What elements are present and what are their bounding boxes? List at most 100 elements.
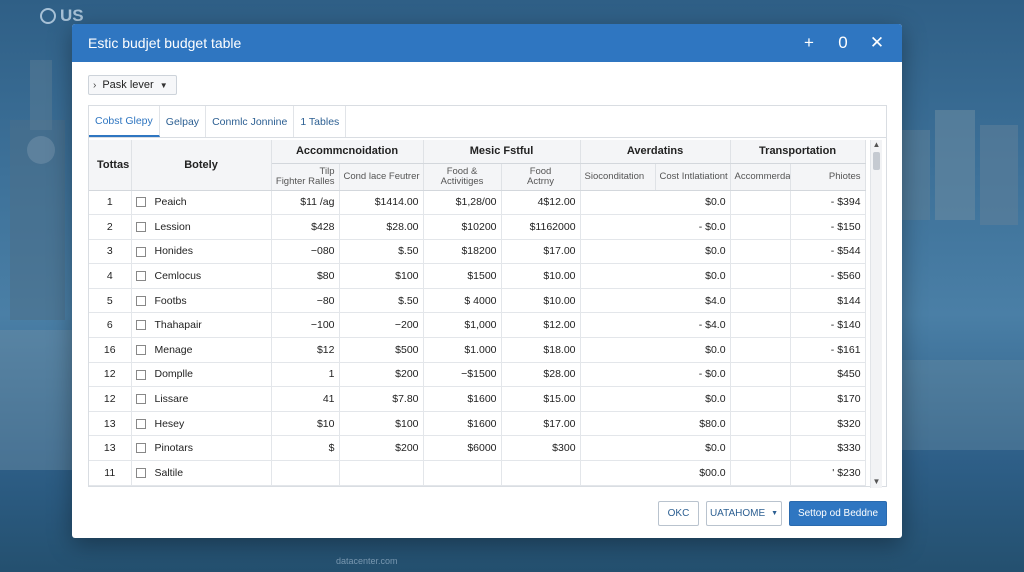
table-row[interactable]: 2 Lession $428 $28.00 $10200 $1162000- $0.0 - … (89, 214, 866, 240)
chevron-right-icon: › (93, 79, 97, 91)
row-name: Peaich (154, 196, 187, 209)
table-row[interactable]: 12 Lissare 41 $7.80 $1600 $15.00 $0.0 $170 (89, 386, 866, 412)
budget-table: Tottas Botely Accommcnoidation Mesic Fst… (89, 140, 866, 486)
cell-c4: $17.00 (501, 411, 581, 437)
cell-c3: $1,28/00 (423, 190, 502, 216)
table-row[interactable]: 4 Cemlocus $80 $100 $1500 $10.00 $0.0 - $560 (89, 263, 866, 289)
cell-c4 (501, 460, 581, 486)
level-dropdown-label: Pask lever (102, 79, 154, 91)
cell-name: Honides (131, 239, 272, 265)
subheader: Cost Intlatiationt (655, 163, 731, 191)
table-row[interactable]: 1 Peaich $11 /ag $1414.00 $1,28/00 4$12.00 $0.… (89, 190, 866, 216)
budget-grid: Tottas Botely Accommcnoidation Mesic Fst… (89, 140, 874, 488)
scroll-up-icon[interactable]: ▲ (872, 140, 881, 149)
cell-c1: −080 (271, 239, 340, 265)
cell-name: Lession (131, 214, 272, 240)
row-name: Lissare (154, 393, 189, 406)
row-checkbox[interactable] (135, 271, 146, 282)
cell-c3: $ 4000 (423, 288, 502, 314)
row-name: Footbs (154, 294, 187, 307)
cell-c6: - $394 (790, 190, 866, 216)
cell-c4: $28.00 (501, 362, 581, 388)
options-dropdown-button[interactable]: UATAHOME ▼ (706, 501, 782, 526)
group-accommodation: Accommcnoidation (271, 140, 424, 164)
setup-budget-button[interactable]: Settop od Beddne (789, 501, 887, 526)
cell-empty (730, 460, 791, 486)
cell-c2: −200 (339, 312, 424, 339)
cell-name: Peaich (131, 190, 272, 216)
table-row[interactable]: 13 Pinotars $ $200 $6000 $300 $0.0 $330 (89, 435, 866, 462)
background-logo-text: US (60, 6, 84, 25)
cell-c5: $0.0 (580, 435, 731, 462)
cell-name: Cemlocus (131, 263, 272, 289)
row-name: Cemlocus (154, 270, 202, 283)
table-row[interactable]: 13 Hesey $10 $100 $1600 $17.00 $80.0 $320 (89, 411, 866, 437)
row-checkbox[interactable] (135, 443, 146, 454)
cell-name: Saltile (131, 460, 272, 486)
row-name: Menage (154, 343, 193, 356)
cell-c5: - $0.0 (580, 362, 731, 388)
cell-c5: - $4.0 (580, 312, 731, 339)
row-checkbox[interactable] (135, 467, 146, 478)
cell-c2: $200 (339, 362, 424, 388)
cell-c1: $10 (271, 411, 340, 437)
group-averdatins: Averdatins (580, 140, 731, 164)
ok-button[interactable]: OKC (658, 501, 699, 526)
row-checkbox[interactable] (135, 418, 146, 429)
row-name: Pinotars (154, 442, 194, 455)
table-row[interactable]: 12 Domplle 1 $200 −$1500 $28.00- $0.0 $450 (89, 362, 866, 388)
minimize-icon[interactable]: 0 (838, 33, 848, 52)
cell-c5: $0.0 (580, 386, 731, 412)
cell-c3: −$1500 (423, 362, 502, 388)
table-row[interactable]: 11 Saltile $00.0 ' $230 (89, 460, 866, 486)
row-checkbox[interactable] (135, 295, 146, 306)
tab-cost-group[interactable]: Cobst Glepy (89, 106, 160, 137)
scroll-down-icon[interactable]: ▼ (872, 477, 881, 486)
cell-c2: $100 (339, 263, 424, 289)
cell-c2: $100 (339, 411, 424, 437)
row-checkbox[interactable] (135, 246, 146, 257)
subheader-text: Tilp Fighter Ralles (275, 165, 335, 187)
cell-empty (730, 190, 791, 216)
row-checkbox[interactable] (135, 394, 146, 405)
cell-c3: $10200 (423, 214, 502, 240)
table-row[interactable]: 5 Footbs −80 $.50 $ 4000 $10.00 $4.0 $144 (89, 288, 866, 314)
table-row[interactable]: 3 Honides −080 $.50 $18200 $17.00 $0.0 - $544 (89, 239, 866, 265)
cell-idx: 16 (89, 337, 132, 363)
tab-conmlc-jonnine[interactable]: Conmlc Jonnine (206, 106, 295, 137)
cell-c3: $1,000 (423, 312, 502, 339)
subheader: Phiotes (790, 163, 866, 191)
cell-c3: $6000 (423, 435, 502, 462)
row-name: Saltile (154, 466, 184, 479)
group-mesic: Mesic Fstful (423, 140, 581, 164)
subheader-text: Cost Intlatiationt (659, 170, 728, 182)
subheader: Food & Activitiges (423, 163, 502, 191)
cell-c5: $0.0 (580, 337, 731, 363)
add-icon[interactable]: + (804, 33, 814, 52)
row-checkbox[interactable] (135, 369, 146, 380)
cell-idx: 13 (89, 411, 132, 437)
cell-c4: $10.00 (501, 263, 581, 289)
close-icon[interactable]: ✕ (869, 33, 885, 52)
table-row[interactable]: 6 Thahapair −100 −200 $1,000 $12.00- $4.0 - $1… (89, 312, 866, 339)
row-checkbox[interactable] (135, 197, 146, 208)
cell-c6: - $140 (790, 312, 866, 339)
table-row[interactable]: 16 Menage $12 $500 $1.000 $18.00 $0.0 - $161 (89, 337, 866, 363)
row-checkbox[interactable] (135, 320, 146, 331)
cell-idx: 11 (89, 460, 132, 486)
cell-empty (730, 312, 791, 339)
cell-c2: $28.00 (339, 214, 424, 240)
cell-c5: $0.0 (580, 190, 731, 216)
vertical-scrollbar[interactable]: ▲ ▼ (870, 140, 882, 488)
cell-c2: $.50 (339, 288, 424, 314)
tab-gelpay[interactable]: Gelpay (160, 106, 207, 137)
cell-c2: $500 (339, 337, 424, 363)
cell-idx: 2 (89, 214, 132, 240)
level-dropdown[interactable]: › Pask lever ▼ (88, 75, 177, 95)
scroll-thumb[interactable] (873, 152, 880, 170)
row-checkbox[interactable] (135, 222, 146, 232)
cell-c2: $200 (339, 435, 424, 462)
cell-name: Lissare (131, 386, 272, 412)
row-checkbox[interactable] (135, 344, 146, 355)
tab-tables[interactable]: 1 Tables (294, 106, 347, 137)
